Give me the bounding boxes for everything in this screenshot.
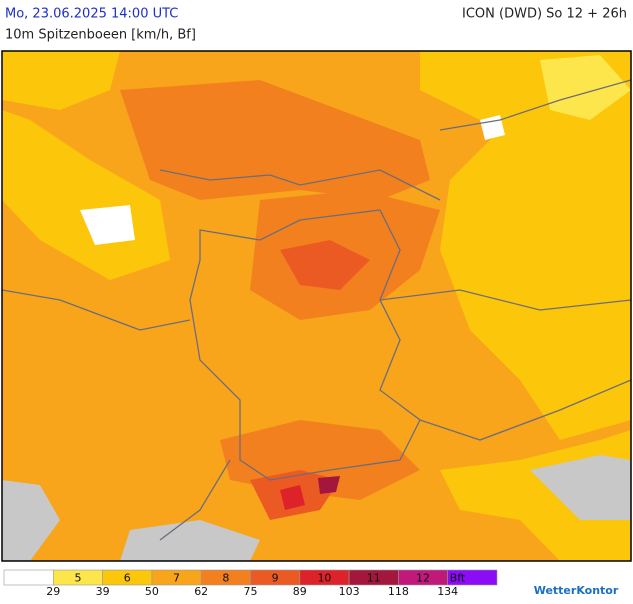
legend-kmh-label: 89 [293,585,307,598]
datetime: Mo, 23.06.2025 14:00 UTC [5,7,178,22]
legend-kmh-label: 118 [388,585,409,598]
legend-bf-label: 5 [74,572,81,585]
legend-kmh-label: 50 [145,585,159,598]
legend-bf-label: 10 [317,572,331,585]
legend-bf-label: Bft [450,572,466,585]
legend-swatch [3,569,54,586]
legend-swatch [447,569,498,586]
logo: WetterKontor [534,584,619,597]
legend-bf-label: 11 [367,572,381,585]
legend-bf-label: 8 [222,572,229,585]
model-run: ICON (DWD) So 12 + 26h [462,7,627,22]
legend-kmh-label: 103 [339,585,360,598]
legend-bf-label: 12 [416,572,430,585]
legend-bf-label: 9 [272,572,279,585]
legend-kmh-label: 75 [244,585,258,598]
legend-kmh-label: 62 [194,585,208,598]
legend-bf-label: 7 [173,572,180,585]
subtitle: 10m Spitzenboeen [km/h, Bf] [5,28,196,43]
legend-kmh-label: 134 [437,585,458,598]
legend-bf-label: 6 [124,572,131,585]
legend-kmh-label: 39 [96,585,110,598]
map [1,50,632,562]
legend-kmh-label: 29 [46,585,60,598]
